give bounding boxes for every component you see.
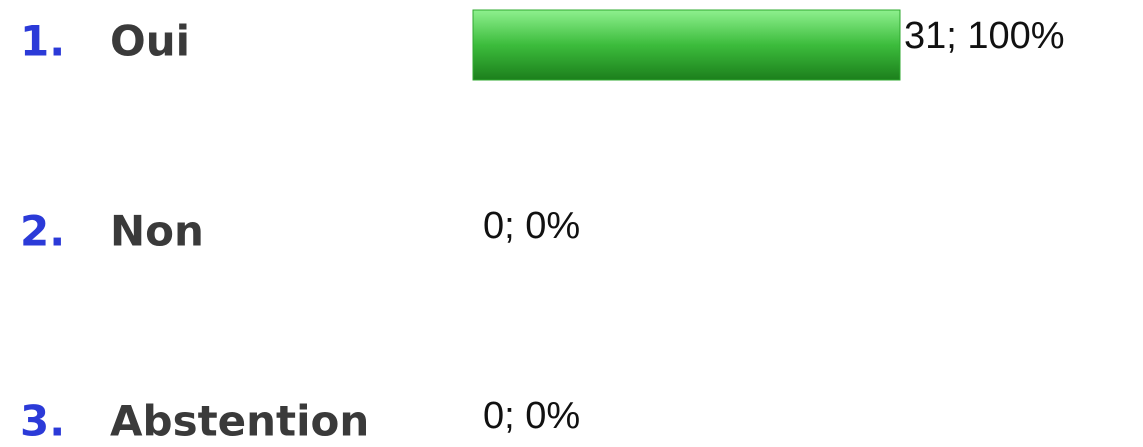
option-label: Abstention <box>110 397 369 446</box>
item-number: 2. <box>20 207 65 256</box>
value-label: 31; 100% <box>904 15 1065 57</box>
option-label: Oui <box>110 17 190 66</box>
option-label: Non <box>110 207 204 256</box>
item-number: 3. <box>20 397 65 446</box>
value-label: 0; 0% <box>483 395 580 437</box>
bar <box>472 9 901 81</box>
item-number: 1. <box>20 17 65 66</box>
value-label: 0; 0% <box>483 205 580 247</box>
